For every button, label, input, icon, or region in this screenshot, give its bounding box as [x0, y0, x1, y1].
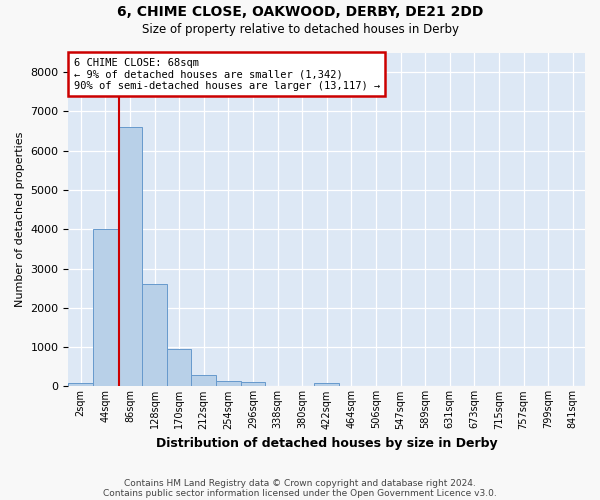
X-axis label: Distribution of detached houses by size in Derby: Distribution of detached houses by size …: [156, 437, 497, 450]
Bar: [93, 230, 118, 386]
Bar: [68, 384, 93, 386]
Bar: [142, 284, 167, 386]
Text: Size of property relative to detached houses in Derby: Size of property relative to detached ho…: [142, 22, 458, 36]
Bar: [314, 384, 339, 386]
Bar: [216, 382, 241, 386]
Text: 6 CHIME CLOSE: 68sqm
← 9% of detached houses are smaller (1,342)
90% of semi-det: 6 CHIME CLOSE: 68sqm ← 9% of detached ho…: [74, 58, 380, 90]
Bar: [118, 127, 142, 386]
Text: 6, CHIME CLOSE, OAKWOOD, DERBY, DE21 2DD: 6, CHIME CLOSE, OAKWOOD, DERBY, DE21 2DD: [117, 5, 483, 19]
Y-axis label: Number of detached properties: Number of detached properties: [15, 132, 25, 307]
Bar: [241, 382, 265, 386]
Text: Contains HM Land Registry data © Crown copyright and database right 2024.: Contains HM Land Registry data © Crown c…: [124, 478, 476, 488]
Bar: [191, 374, 216, 386]
Text: Contains public sector information licensed under the Open Government Licence v3: Contains public sector information licen…: [103, 488, 497, 498]
Bar: [167, 349, 191, 387]
